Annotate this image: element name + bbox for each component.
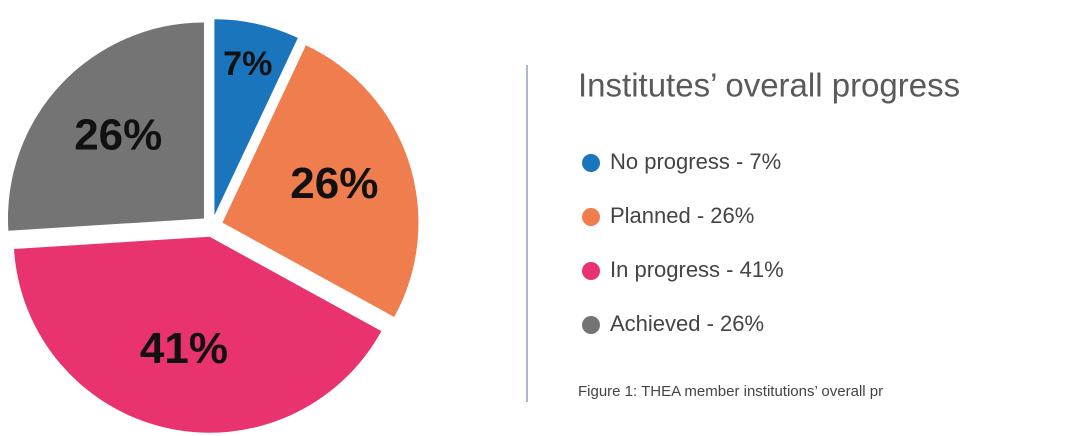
pie-slice (214, 19, 298, 216)
pie-slice (13, 236, 382, 433)
slice-label: 26% (290, 159, 378, 208)
slice-label: 7% (223, 45, 272, 83)
caption: Figure 1: THEA member institutions’ over… (578, 383, 883, 400)
pie-slice (222, 45, 419, 318)
legend-label: Planned - 26% (610, 203, 754, 228)
chart-title: Institutes’ overall progress (578, 67, 960, 104)
slice-label: 41% (140, 324, 228, 373)
legend-label: In progress - 41% (610, 257, 784, 282)
legend-marker (582, 316, 600, 334)
legend-marker (582, 262, 600, 280)
legend-label: Achieved - 26% (610, 311, 764, 336)
slice-label: 26% (74, 111, 162, 160)
legend-marker (582, 208, 600, 226)
legend-label: No progress - 7% (610, 149, 781, 174)
legend-marker (582, 154, 600, 172)
pie-slice (7, 22, 204, 231)
